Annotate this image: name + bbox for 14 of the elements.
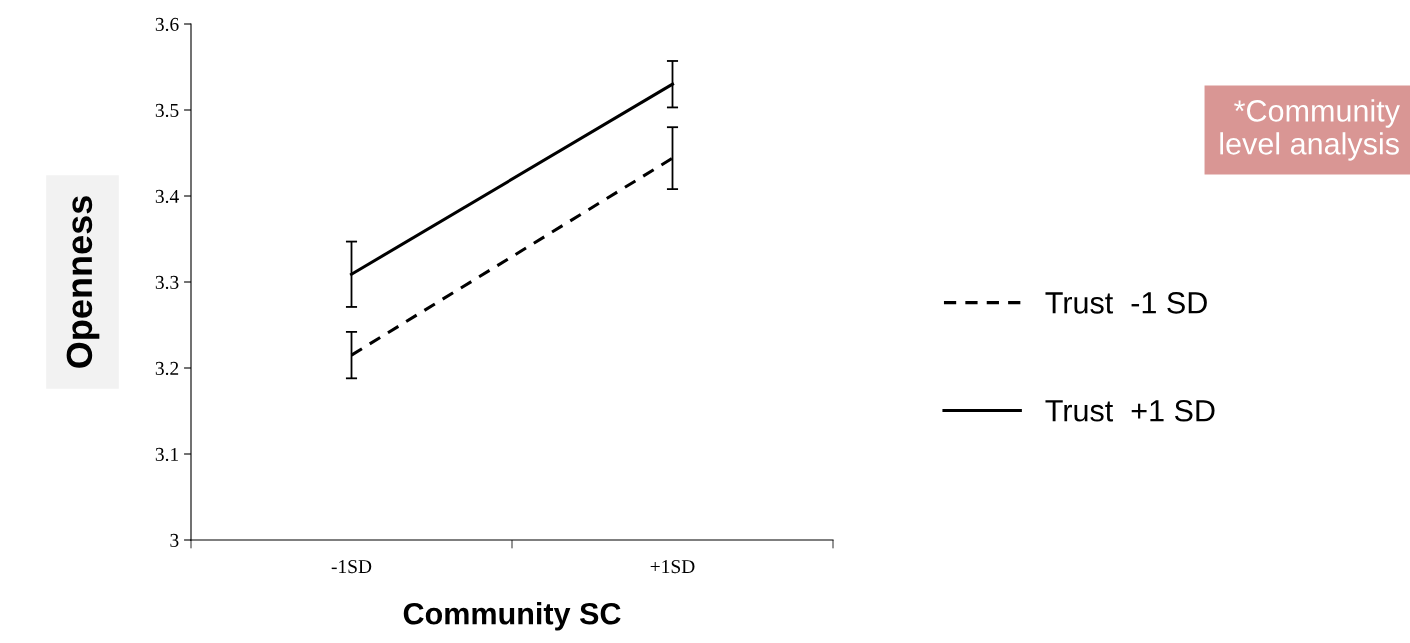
- legend-label: Trust +1 SD: [1045, 399, 1215, 422]
- x-axis-title: Community SC: [403, 602, 621, 631]
- y-tick-label: 3.3: [155, 275, 179, 290]
- text: *Community level analysis: [1220, 99, 1400, 161]
- y-tick-label: 3.2: [155, 361, 179, 376]
- x-tick-label: -1SD: [331, 560, 372, 574]
- legend-label: Trust -1 SD: [1045, 292, 1207, 314]
- y-tick-label: 3.4: [155, 189, 179, 204]
- y-tick-label: 3.1: [155, 447, 179, 462]
- y-tick-label: 3: [170, 533, 179, 547]
- x-tick-label: +1SD: [650, 560, 695, 574]
- y-tick-label: 3.5: [155, 103, 179, 118]
- y-tick-label: 3.6: [155, 17, 179, 32]
- y-axis-title: Openness: [66, 196, 100, 368]
